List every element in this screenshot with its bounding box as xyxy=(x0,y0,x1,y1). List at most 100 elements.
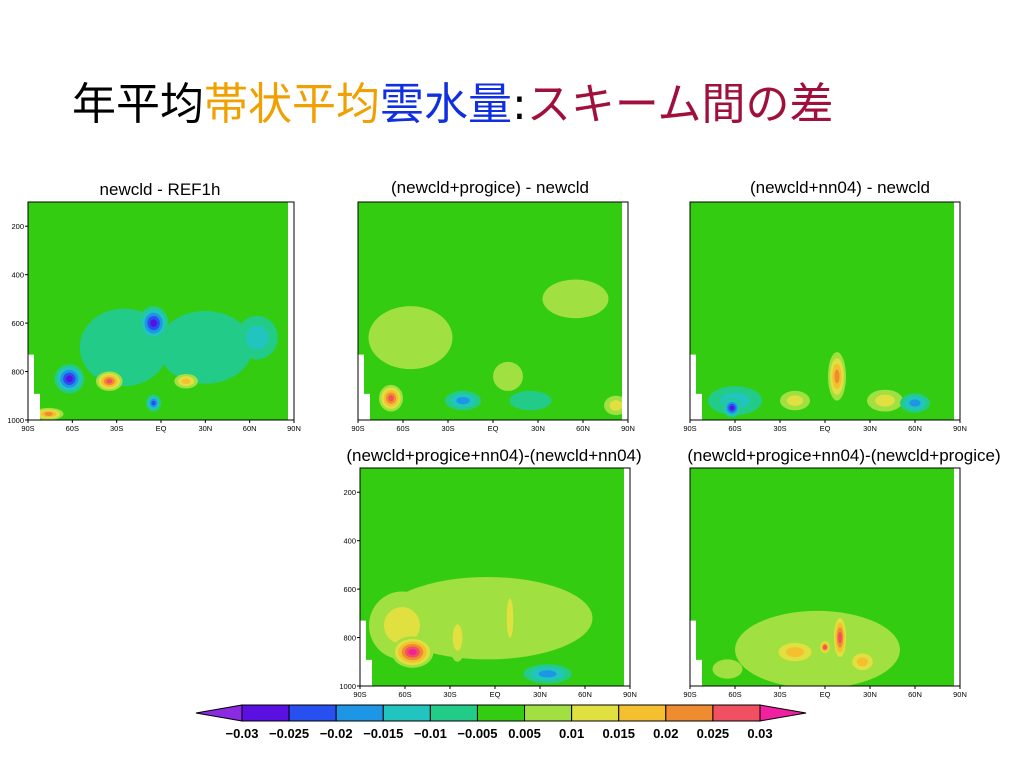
x-tick-label: 30N xyxy=(863,690,877,699)
contour-5-0 xyxy=(493,361,523,391)
colorbar-segment xyxy=(618,704,667,722)
x-tick-label: 90N xyxy=(623,690,637,699)
x-tick-label: 30S xyxy=(443,690,456,699)
polar-mask xyxy=(622,202,628,420)
y-tick-label: 600 xyxy=(343,585,356,594)
colorbar-label: −0.015 xyxy=(363,726,403,741)
x-tick-label: 60N xyxy=(243,424,257,433)
chart-panel-2: 90S 60S 30S EQ 30N 60N 90N xyxy=(351,201,635,433)
y-tick-label: 400 xyxy=(11,271,24,280)
colorbar-label: 0.03 xyxy=(747,726,772,741)
x-tick-label: 90S xyxy=(21,424,34,433)
x-tick-label: 60S xyxy=(398,690,411,699)
colorbar-segment xyxy=(571,704,620,722)
x-tick-label: 60S xyxy=(728,690,741,699)
field-background xyxy=(690,202,960,420)
colorbar-label: −0.02 xyxy=(320,726,353,741)
polar-mask xyxy=(954,202,960,420)
contour-0-0 xyxy=(382,577,593,660)
x-tick-label: 30N xyxy=(863,424,877,433)
x-tick-label: 30S xyxy=(773,424,786,433)
colorbar-label: −0.03 xyxy=(226,726,259,741)
contour-1-0 xyxy=(542,279,609,319)
colorbar-label: −0.01 xyxy=(414,726,447,741)
x-tick-label: 30S xyxy=(110,424,123,433)
terrain-mask xyxy=(690,354,702,420)
x-tick-label: EQ xyxy=(488,424,499,433)
polar-mask xyxy=(288,202,294,420)
terrain-mask xyxy=(28,354,40,420)
contour-2-5 xyxy=(408,649,417,656)
x-tick-label: 90N xyxy=(953,690,967,699)
contour-4-2 xyxy=(856,657,869,667)
contour-2-3 xyxy=(834,369,840,384)
contour-5-2 xyxy=(181,378,191,384)
x-tick-label: 60N xyxy=(576,424,590,433)
y-tick-label: 1000 xyxy=(7,416,24,425)
x-tick-label: 60S xyxy=(728,424,741,433)
chart-panel-5: 90S 60S 30S EQ 30N 60N 90N xyxy=(683,467,967,699)
x-tick-label: EQ xyxy=(156,424,167,433)
colorbar-segment xyxy=(712,704,761,722)
y-tick-label: 200 xyxy=(11,222,24,231)
colorbar-segment xyxy=(665,704,714,722)
colorbar-segment xyxy=(288,704,337,722)
colorbar-label: 0.02 xyxy=(653,726,678,741)
contour-7-3 xyxy=(44,411,53,416)
panel-1-title: newcld - REF1h xyxy=(99,180,221,199)
contour-5-0 xyxy=(712,659,743,679)
contour-3-1 xyxy=(452,624,463,651)
contour-4-1 xyxy=(875,394,895,407)
x-tick-label: 90N xyxy=(621,424,635,433)
panel-3-title: (newcld+nn04) - newcld xyxy=(749,178,930,197)
y-tick-label: 800 xyxy=(11,368,24,377)
colorbar-label: −0.025 xyxy=(269,726,309,741)
contour-1-1 xyxy=(384,606,420,644)
colorbar-arrow-right xyxy=(759,704,807,722)
x-tick-label: EQ xyxy=(490,690,501,699)
x-tick-label: 90N xyxy=(953,424,967,433)
colorbar-label: 0.01 xyxy=(559,726,584,741)
x-tick-label: 90N xyxy=(287,424,301,433)
x-tick-label: 90S xyxy=(351,424,364,433)
chart-panel-1: 90S 60S 30S EQ 30N 60N 90N 200 400 600 800 1000 xyxy=(7,201,301,433)
x-tick-label: 30S xyxy=(773,690,786,699)
colorbar-label: −0.005 xyxy=(457,726,497,741)
title-part-4: スキーム間の差 xyxy=(526,79,834,130)
contour-5-2 xyxy=(909,399,921,407)
chart-panel-3: 90S 60S 30S EQ 30N 60N 90N xyxy=(683,201,967,433)
contour-3-2 xyxy=(456,396,470,405)
contour-4-4 xyxy=(106,379,113,384)
contour-2-4 xyxy=(838,631,842,644)
y-tick-label: 200 xyxy=(343,488,356,497)
y-tick-label: 600 xyxy=(11,319,24,328)
panel-4-title: (newcld+progice+nn04)-(newcld+nn04) xyxy=(346,446,642,465)
colorbar-arrow-left xyxy=(195,704,243,722)
x-tick-label: EQ xyxy=(820,424,831,433)
colorbar-segment xyxy=(524,704,573,722)
contour-1-2 xyxy=(786,647,804,658)
contour-6-1 xyxy=(245,325,269,350)
terrain-mask xyxy=(690,620,702,686)
x-tick-label: 90S xyxy=(683,424,696,433)
contour-3-4 xyxy=(823,645,827,650)
colorbar-segment xyxy=(476,704,526,722)
x-tick-label: 60S xyxy=(66,424,79,433)
polar-mask xyxy=(624,468,630,686)
x-tick-label: 30N xyxy=(531,424,545,433)
slide-title: 年平均帯状平均雲水量:スキーム間の差 xyxy=(72,68,834,132)
x-tick-label: 60N xyxy=(908,424,922,433)
contour-4-0 xyxy=(509,390,552,411)
title-part-0: 年平均 xyxy=(72,79,204,130)
contour-8-3 xyxy=(151,400,156,406)
contour-5-2 xyxy=(538,670,557,678)
colorbar-segment xyxy=(335,704,384,722)
x-tick-label: 90S xyxy=(353,690,366,699)
colorbar-label: 0.005 xyxy=(508,726,541,741)
title-part-1: 帯状平均 xyxy=(204,79,380,130)
contour-1-0 xyxy=(158,311,253,384)
contour-6-1 xyxy=(609,400,623,411)
colorbar-label: 0.025 xyxy=(697,726,730,741)
y-tick-label: 1000 xyxy=(339,682,356,691)
title-part-2: 雲水量 xyxy=(380,79,512,130)
